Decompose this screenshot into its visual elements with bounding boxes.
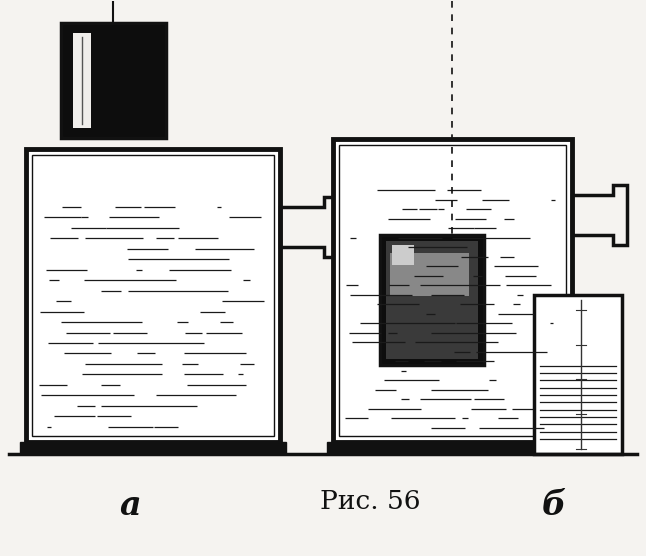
Text: б: б	[542, 489, 566, 522]
Bar	[61, 23, 165, 138]
Text: Рис. 56: Рис. 56	[320, 489, 420, 514]
Bar	[32, 155, 274, 436]
Bar	[386, 241, 478, 359]
Text: а: а	[120, 489, 141, 522]
Bar	[73, 33, 91, 128]
Bar	[339, 145, 566, 436]
Bar	[333, 138, 572, 442]
Bar	[391, 245, 413, 265]
Bar	[380, 235, 484, 365]
Bar	[20, 442, 286, 453]
Bar	[26, 148, 280, 442]
Polygon shape	[534, 295, 621, 454]
Bar	[327, 442, 578, 453]
Bar	[390, 253, 470, 296]
Bar	[380, 235, 484, 365]
